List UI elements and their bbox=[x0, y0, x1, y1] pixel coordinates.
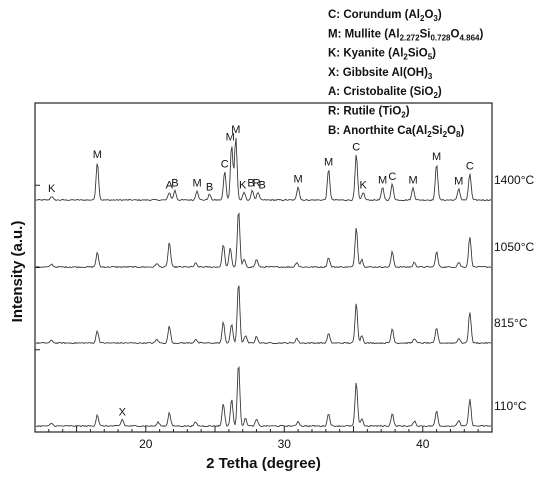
peak-label: M bbox=[408, 175, 417, 187]
legend-entry: R: Rutile (TiO2​) bbox=[328, 106, 410, 120]
peak-label: M bbox=[231, 124, 240, 136]
legend-entry: K: Kyanite (Al2​SiO5​) bbox=[328, 48, 436, 62]
peak-label: K bbox=[239, 179, 247, 191]
y-axis-label: Intensity (a.u.) bbox=[9, 221, 26, 323]
peak-label: M bbox=[192, 178, 201, 190]
peak-label: B bbox=[171, 177, 178, 189]
series-label: 815°C bbox=[494, 316, 528, 330]
peak-label: M bbox=[378, 175, 387, 187]
peak-label: C bbox=[466, 160, 474, 172]
legend-entry: C: Corundum (Al2​O3​) bbox=[328, 9, 442, 23]
peak-label: M bbox=[432, 151, 441, 163]
legend-entry: X: Gibbsite Al(OH)3​ bbox=[328, 67, 433, 81]
axes-layer: 20 30 40 bbox=[34, 102, 493, 451]
x-tick-label: 40 bbox=[416, 437, 430, 451]
x-tick-label: 20 bbox=[139, 437, 153, 451]
peak-label: R bbox=[253, 177, 261, 189]
traces-layer: 1400°C 1050°C 815°C 110°C bbox=[35, 137, 534, 428]
x-tick-label: 30 bbox=[278, 437, 292, 451]
peak-label: M bbox=[93, 149, 102, 161]
xrd-trace-815 bbox=[35, 285, 492, 345]
peak-label: C bbox=[221, 158, 229, 170]
peak-label: M bbox=[454, 176, 463, 188]
legend-entry: A: Cristobalite (SiO2​) bbox=[328, 86, 442, 100]
series-label: 1050°C bbox=[494, 240, 534, 254]
peak-label: B bbox=[247, 177, 254, 189]
peak-label: C bbox=[388, 171, 396, 183]
peak-label: B bbox=[258, 179, 265, 191]
series-label: 1400°C bbox=[494, 173, 534, 187]
peak-label: K bbox=[48, 183, 56, 195]
series-label: 110°C bbox=[494, 399, 527, 413]
peak-label: A bbox=[166, 179, 174, 191]
xrd-trace-1400 bbox=[35, 137, 492, 202]
xrd-trace-1050 bbox=[35, 212, 492, 269]
peak-label: M bbox=[294, 174, 303, 186]
peak-label: M bbox=[324, 157, 333, 169]
peak-label: B bbox=[206, 181, 213, 193]
legend-entry: B: Anorthite Ca(Al2​Si2​O8​) bbox=[328, 125, 464, 139]
xrd-trace-110 bbox=[35, 365, 492, 428]
legend-entry: M: Mullite (Al2.272​Si0.728​O4.864​) bbox=[328, 28, 483, 42]
peak-label: M bbox=[226, 132, 235, 144]
peak-label: X bbox=[119, 406, 127, 418]
peak-label: K bbox=[360, 179, 368, 191]
peak-label: C bbox=[352, 141, 360, 153]
x-axis-label: 2 Tetha (degree) bbox=[206, 455, 321, 472]
phase-legend: C: Corundum (Al2​O3​) M: Mullite (Al2.272… bbox=[328, 9, 483, 139]
